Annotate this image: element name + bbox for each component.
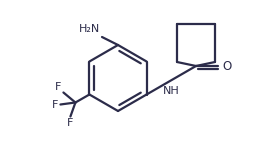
Text: F: F <box>55 82 61 91</box>
Text: F: F <box>67 119 74 128</box>
Text: H₂N: H₂N <box>79 24 100 34</box>
Text: NH: NH <box>163 86 180 96</box>
Text: F: F <box>52 99 58 110</box>
Text: O: O <box>222 60 231 74</box>
